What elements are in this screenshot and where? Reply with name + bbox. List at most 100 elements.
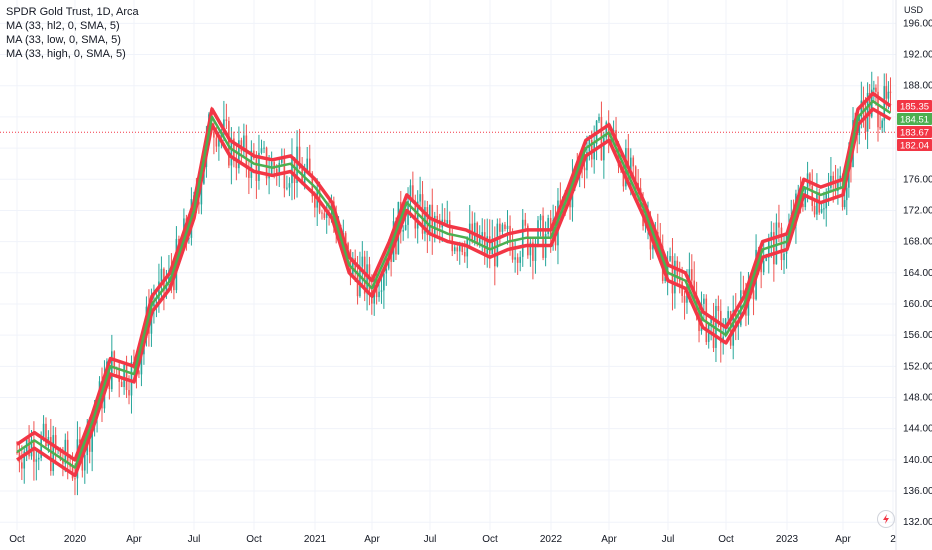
candle-body xyxy=(486,236,489,254)
candle-body xyxy=(258,152,260,181)
candle-body xyxy=(23,451,26,469)
candle-body xyxy=(273,162,275,169)
candle-body xyxy=(547,218,549,235)
candle-body xyxy=(678,278,681,282)
candle-body xyxy=(390,255,392,262)
candle-body xyxy=(45,423,47,446)
candle-body xyxy=(385,268,388,274)
candle-body xyxy=(516,257,519,263)
y-tick-label: 188.00 xyxy=(903,81,932,92)
candle-body xyxy=(255,158,258,181)
candle-body xyxy=(250,150,253,178)
price-labels: 185.35 184.51 183.67 182.04 xyxy=(897,100,932,152)
y-tick-label: 168.00 xyxy=(903,237,932,248)
candle-body xyxy=(419,194,421,202)
candle-body xyxy=(804,188,807,208)
candle-body xyxy=(845,187,848,201)
y-tick-label: 160.00 xyxy=(903,299,932,310)
x-tick-label: 2021 xyxy=(304,534,327,545)
candle-body xyxy=(690,269,693,281)
x-tick-label: Oct xyxy=(9,534,25,545)
candle-body xyxy=(83,455,86,471)
y-tick-label: 156.00 xyxy=(903,330,932,341)
candle-body xyxy=(491,238,494,255)
candle-body xyxy=(412,185,414,202)
candle-body xyxy=(783,253,785,261)
candle-body xyxy=(837,179,839,192)
candle-body xyxy=(323,213,326,218)
candle-body xyxy=(21,462,23,469)
candle-body xyxy=(476,222,479,244)
candle-body xyxy=(130,362,133,396)
candle-body xyxy=(138,371,140,375)
x-tick-label: Oct xyxy=(718,534,734,545)
candle-body xyxy=(529,242,532,256)
candle-body xyxy=(864,112,867,132)
candle-body xyxy=(265,147,268,179)
y-tick-label: 192.00 xyxy=(903,50,932,61)
y-tick-label: 140.00 xyxy=(903,455,932,466)
candle-body xyxy=(501,224,504,232)
candle-body xyxy=(378,291,380,298)
candle-body xyxy=(583,167,586,171)
candle-body xyxy=(622,170,625,187)
candle-body xyxy=(770,232,773,240)
candle-body xyxy=(752,290,755,300)
candle-body xyxy=(590,139,593,160)
candle-body xyxy=(306,158,309,172)
price-tag-label: 184.51 xyxy=(900,115,929,126)
candle-body xyxy=(296,146,298,183)
candle-body xyxy=(248,166,250,178)
chart-legend: SPDR Gold Trust, 1D, Arca MA (33, hl2, 0… xyxy=(6,5,139,61)
candle-body xyxy=(383,273,385,291)
candle-body xyxy=(816,192,818,215)
y-tick-label: 132.00 xyxy=(903,517,932,528)
candle-body xyxy=(514,257,516,260)
candle-body xyxy=(426,207,429,236)
candle-body xyxy=(710,315,712,324)
x-tick-label: 2022 xyxy=(540,534,563,545)
price-tag-label: 185.35 xyxy=(900,102,929,113)
candle-body xyxy=(37,457,40,460)
candle-body xyxy=(598,117,600,121)
price-tag xyxy=(897,100,932,112)
candle-body xyxy=(737,325,740,327)
candle-body xyxy=(499,223,501,232)
y-tick-label: 172.00 xyxy=(903,205,932,216)
candle-body xyxy=(688,269,691,286)
candle-body xyxy=(91,425,93,452)
candle-body xyxy=(235,161,238,169)
candle-body xyxy=(402,230,405,232)
candle-body xyxy=(664,276,666,281)
price-axis: 132.00 136.00 140.00 144.00 148.00 152.00 156.… xyxy=(903,18,932,528)
candle-body xyxy=(366,264,368,294)
x-tick-label: Oct xyxy=(246,534,262,545)
candle-body xyxy=(308,158,311,174)
moving-average-lines xyxy=(16,91,892,478)
ma-hl2-line xyxy=(16,100,892,469)
candle-body xyxy=(160,268,163,282)
candle-body xyxy=(125,365,128,390)
candle-body xyxy=(461,243,464,253)
candle-body xyxy=(524,219,527,226)
candle-body xyxy=(887,91,890,99)
candle-body xyxy=(278,162,281,176)
candle-body xyxy=(40,436,42,458)
candle-body xyxy=(802,203,804,208)
price-tag-label: 183.67 xyxy=(900,128,929,139)
legend-ma-hl2: MA (33, hl2, 0, SMA, 5) xyxy=(6,20,120,32)
tradingview-logo-icon[interactable] xyxy=(877,510,895,528)
ma-high-line xyxy=(16,91,892,462)
candle-body xyxy=(473,222,476,241)
candle-body xyxy=(380,290,383,292)
candle-body xyxy=(225,119,228,121)
candle-body xyxy=(140,354,143,375)
candle-body xyxy=(839,175,842,180)
y-tick-label: 136.00 xyxy=(903,486,932,497)
candle-body xyxy=(586,151,588,171)
candle-body xyxy=(275,168,278,176)
candle-body xyxy=(321,212,323,214)
candle-body xyxy=(30,439,33,457)
price-tag xyxy=(897,113,932,125)
